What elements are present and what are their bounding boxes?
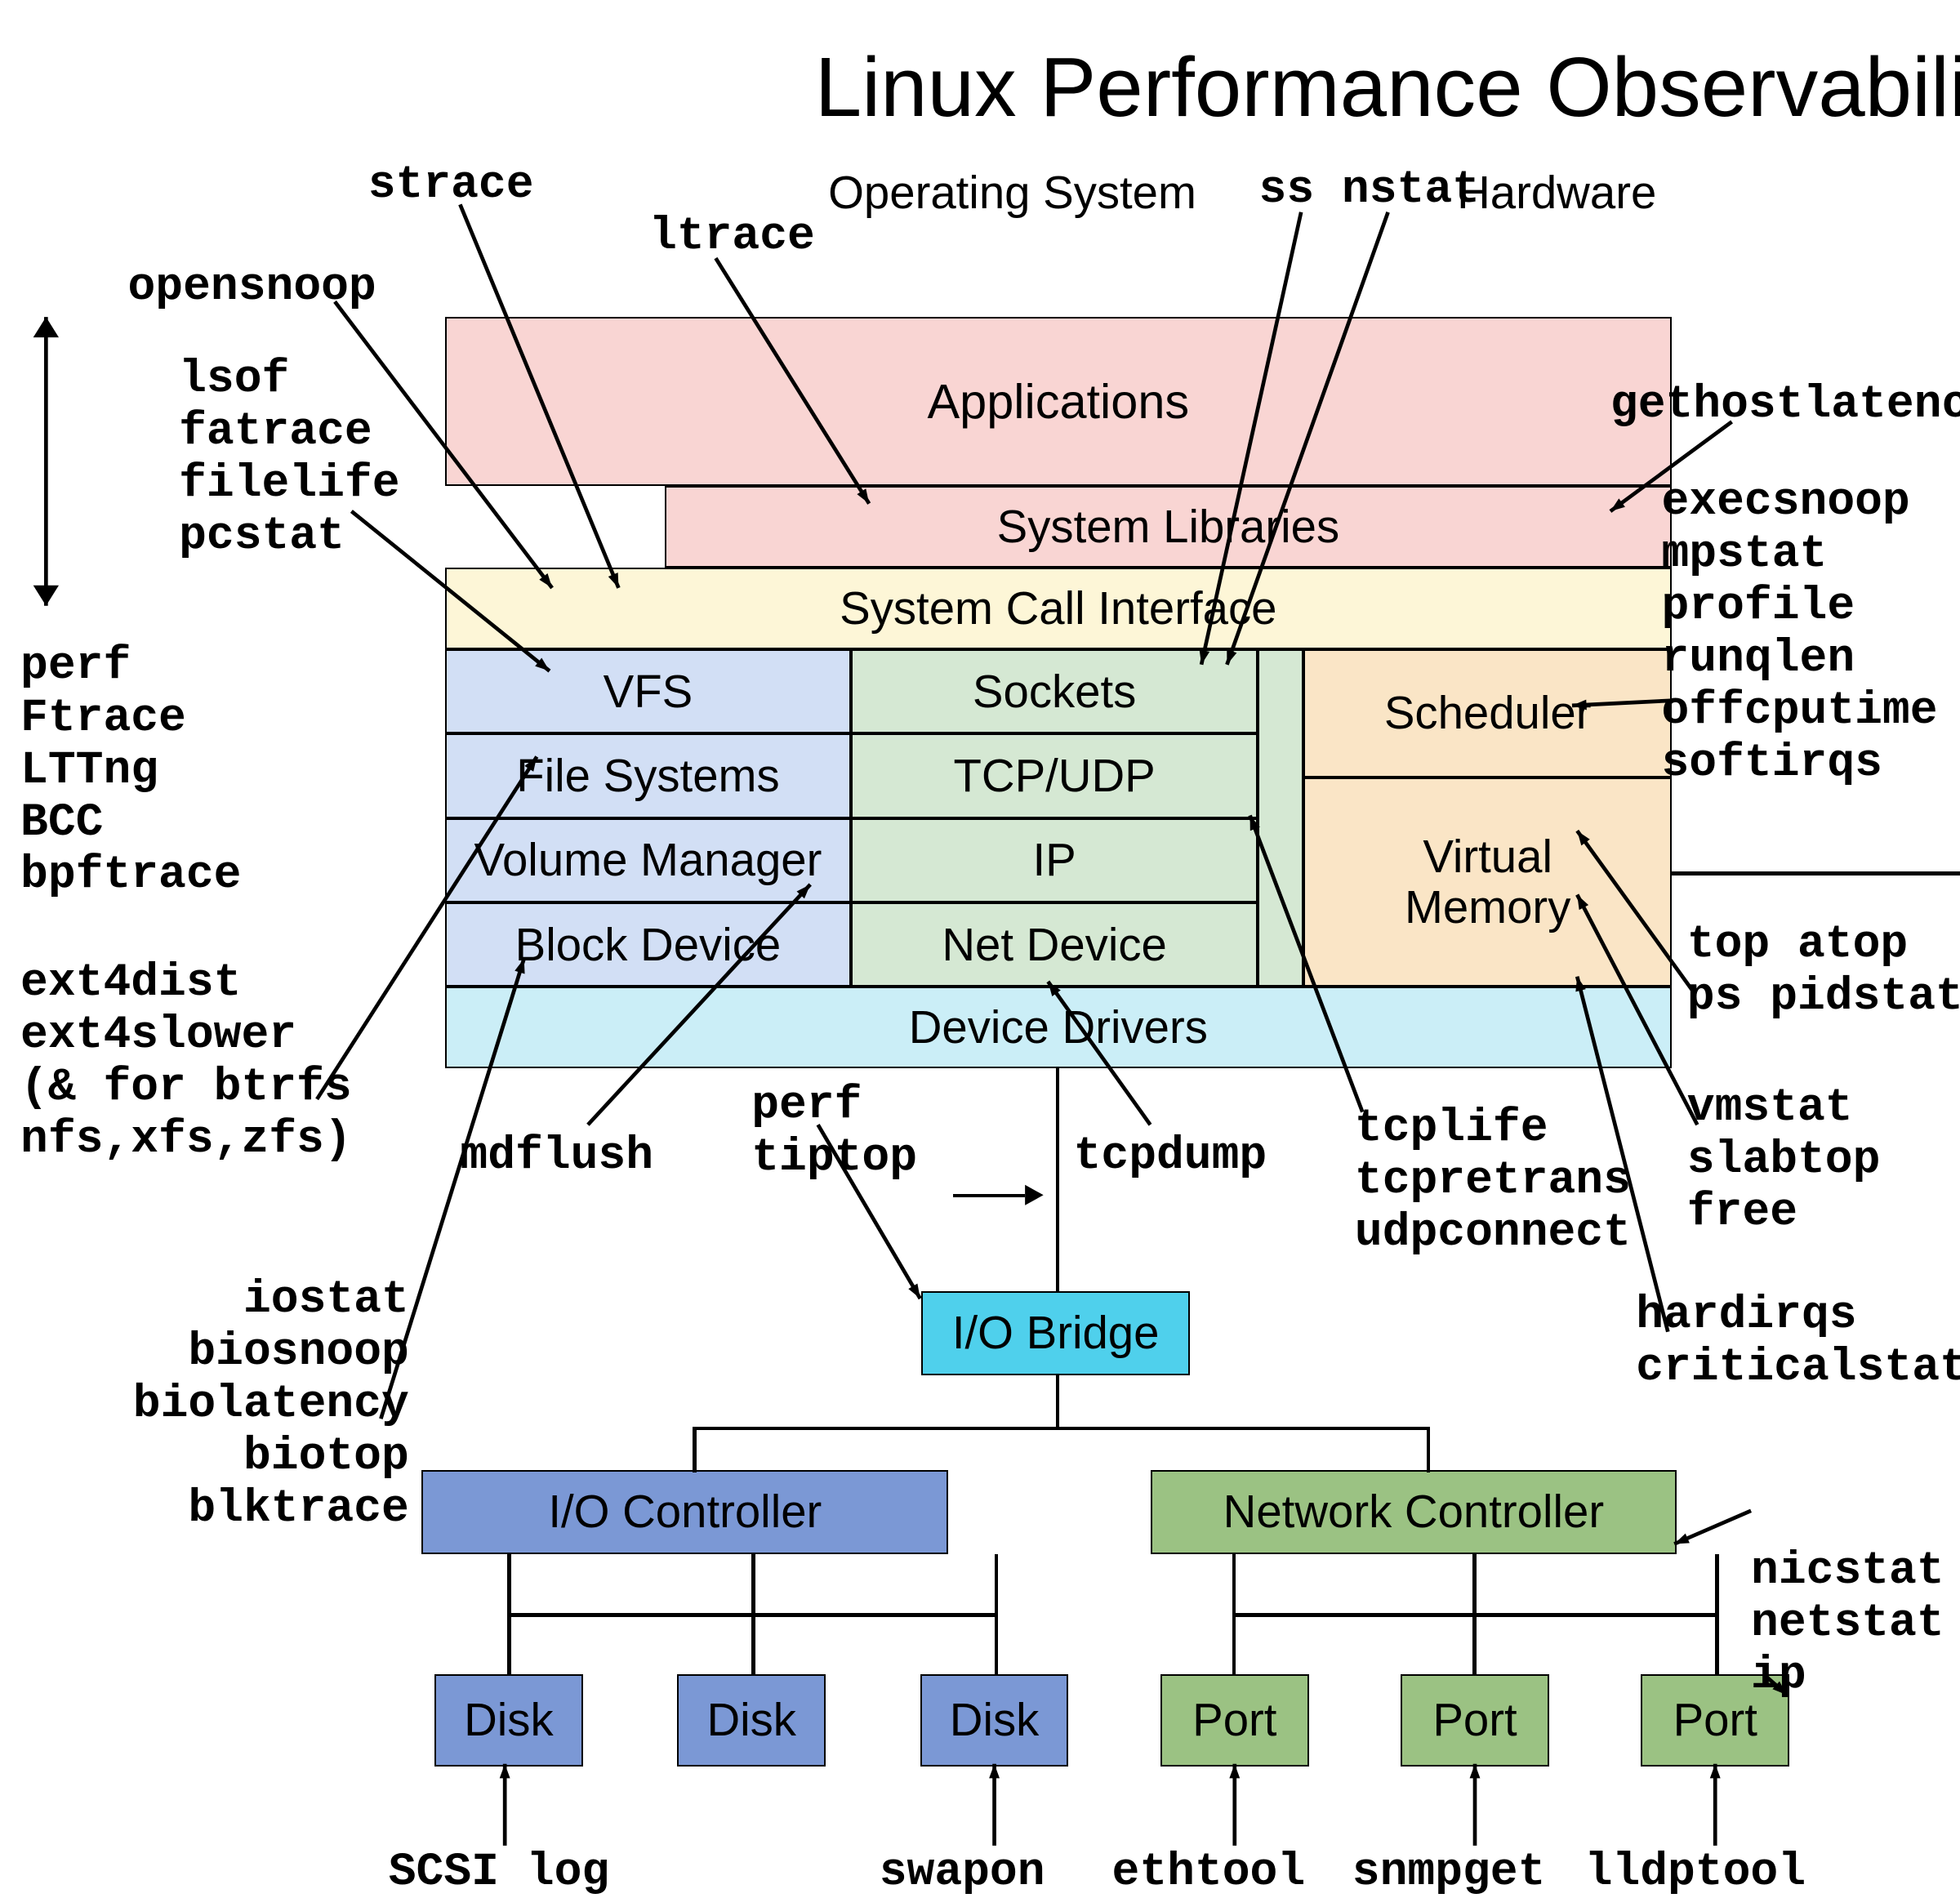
box-port2: Port bbox=[1401, 1674, 1549, 1767]
tool-label: swapon bbox=[880, 1846, 1045, 1898]
tool-label: ethtool bbox=[1112, 1846, 1306, 1898]
tool-label: nicstat netstat ip bbox=[1751, 1544, 1944, 1701]
connector bbox=[1715, 1554, 1719, 1674]
connector bbox=[1232, 1554, 1236, 1674]
tool-label: lldptool bbox=[1585, 1846, 1806, 1898]
connector bbox=[751, 1554, 755, 1674]
box-ioctl: I/O Controller bbox=[421, 1470, 948, 1554]
box-netctl: Network Controller bbox=[1151, 1470, 1677, 1554]
tool-label: SCSI log bbox=[389, 1846, 609, 1898]
small-right-arrow bbox=[0, 0, 1960, 1470]
box-disk2: Disk bbox=[677, 1674, 826, 1767]
box-disk3: Disk bbox=[920, 1674, 1069, 1767]
connector bbox=[995, 1554, 999, 1674]
box-port1: Port bbox=[1160, 1674, 1309, 1767]
tool-label: snmpget bbox=[1352, 1846, 1546, 1898]
connector bbox=[507, 1554, 511, 1674]
connector bbox=[1472, 1554, 1477, 1674]
box-disk1: Disk bbox=[434, 1674, 583, 1767]
